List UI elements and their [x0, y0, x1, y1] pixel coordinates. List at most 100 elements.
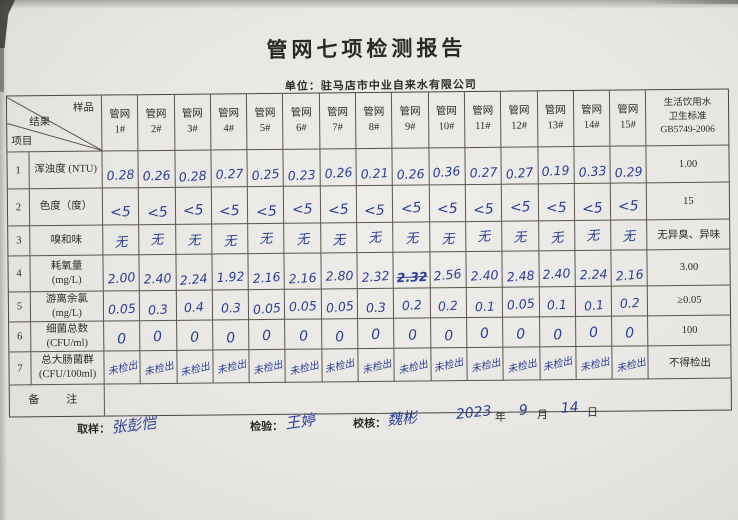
value-cell-r6-c9-text: 0 [407, 327, 418, 344]
value-cell-r1-c11: 0.27 [465, 147, 503, 186]
value-cell-r6-c1-text: 0 [117, 331, 127, 348]
value-cell-r3-c12: 无 [502, 221, 539, 252]
value-cell-r7-c15: 未检出 [612, 346, 650, 380]
value-cell-r2-c8: <5 [356, 185, 394, 224]
value-cell-r2-c6-text: <5 [291, 201, 313, 219]
value-cell-r1-c5: 0.25 [247, 149, 285, 188]
corner-label-item: 项目 [11, 136, 33, 148]
value-cell-r6-c1: 0 [104, 321, 141, 352]
value-cell-r4-c1-text: 2.00 [106, 269, 136, 287]
value-cell-r2-c3: <5 [175, 187, 213, 225]
value-cell-r6-c10: 0 [430, 318, 468, 349]
standard-cell: 3.00 [647, 249, 731, 287]
standard-cell: 不得检出 [648, 345, 732, 380]
value-cell-r3-c7: 无 [320, 223, 358, 254]
value-cell-r6-c6: 0 [285, 319, 323, 350]
value-cell-r6-c9: 0 [394, 318, 432, 349]
value-cell-r3-c5-text: 无 [259, 231, 274, 248]
column-header-7: 管网 7# [319, 93, 357, 150]
column-header-3: 管网 3# [174, 94, 212, 151]
value-cell-r7-c10: 未检出 [431, 348, 468, 382]
value-cell-r3-c15-text: 无 [622, 229, 637, 245]
value-cell-r7-c14: 未检出 [576, 346, 613, 381]
value-cell-r4-c15: 2.16 [611, 250, 649, 287]
row-name: 嗅和味 [30, 225, 104, 257]
value-cell-r5-c14-text: 0.1 [582, 296, 605, 314]
value-cell-r6-c7: 0 [321, 319, 359, 350]
row-number: 6 [9, 322, 32, 353]
column-header-9-text: 管网 9# [399, 106, 421, 133]
column-header-5-text: 管网 5# [254, 108, 276, 134]
value-cell-r7-c9-text: 未检出 [397, 358, 430, 377]
standard-cell: 无异臭、异味 [647, 219, 730, 251]
row-name: 游离余氯 (mg/L) [30, 291, 105, 323]
corner-diagonals [6, 97, 103, 152]
value-cell-r7-c5-text: 未检出 [251, 359, 284, 377]
scan-edge-shadow-left [0, 0, 7, 520]
value-cell-r7-c8: 未检出 [358, 348, 396, 383]
value-cell-r4-c9-text: 2.32 [395, 268, 428, 286]
value-cell-r3-c1-text: 无 [114, 234, 129, 251]
column-header-5: 管网 5# [247, 93, 284, 151]
row-number-text: 2 [15, 201, 22, 213]
column-header-2-text: 管网 2# [145, 109, 167, 135]
value-cell-r4-c13: 2.40 [538, 251, 576, 288]
scan-edge-shadow-top-right [648, 0, 738, 4]
value-cell-r3-c14-text: 无 [585, 228, 600, 245]
value-cell-r3-c6: 无 [284, 223, 322, 254]
value-cell-r5-c10: 0.2 [430, 288, 468, 319]
value-cell-r5-c5-text: 0.05 [252, 299, 282, 318]
value-cell-r5-c12: 0.05 [503, 287, 540, 318]
row-name: 细菌总数 (CFU/ml) [31, 321, 105, 353]
value-cell-r7-c1: 未检出 [104, 351, 141, 385]
value-cell-r5-c8-text: 0.3 [365, 299, 387, 316]
scan-edge-shadow-top [0, 0, 738, 9]
standard-cell-text: 1.00 [678, 158, 698, 170]
value-cell-r1-c14-text: 0.33 [577, 162, 607, 180]
row-number-text: 7 [17, 362, 23, 374]
value-cell-r4-c10-text: 2.56 [433, 265, 463, 284]
value-cell-r4-c8: 2.32 [357, 252, 395, 290]
value-cell-r6-c14-text: 0 [588, 324, 599, 342]
value-cell-r5-c6: 0.05 [285, 289, 322, 320]
value-cell-r6-c11-text: 0 [479, 325, 490, 343]
column-header-1-text: 管网 1# [109, 109, 131, 135]
column-header-12: 管网 12# [501, 91, 538, 148]
value-cell-r3-c11-text: 无 [476, 229, 492, 246]
value-cell-r1-c4: 0.27 [211, 150, 248, 188]
value-cell-r3-c9-text: 无 [404, 231, 419, 247]
row-number-text: 4 [16, 268, 22, 280]
value-cell-r1-c7: 0.26 [320, 149, 357, 187]
column-header-14-text: 管网 14# [581, 105, 603, 131]
value-cell-r6-c8-text: 0 [371, 326, 381, 344]
value-cell-r6-c5: 0 [249, 319, 286, 351]
row-name-text: 总大肠菌群 (CFU/100ml) [38, 355, 97, 381]
value-cell-r7-c6: 未检出 [285, 349, 323, 383]
value-cell-r6-c7-text: 0 [334, 329, 345, 346]
value-cell-r4-c2-text: 2.40 [143, 270, 172, 287]
value-cell-r7-c2-text: 未检出 [143, 360, 175, 378]
column-header-4-text: 管网 4# [218, 108, 240, 134]
column-header-14: 管网 14# [573, 90, 611, 148]
value-cell-r3-c4-text: 无 [222, 233, 238, 250]
value-cell-r4-c14: 2.24 [575, 250, 612, 288]
value-cell-r7-c7: 未检出 [322, 349, 359, 383]
value-cell-r3-c3-text: 无 [186, 233, 201, 249]
value-cell-r5-c1: 0.05 [103, 291, 141, 322]
value-cell-r7-c9: 未检出 [394, 348, 432, 382]
row-name: 耗氧量 (mg/L) [30, 255, 104, 293]
value-cell-r4-c2: 2.40 [139, 254, 177, 292]
value-cell-r2-c4-text: <5 [218, 202, 241, 221]
value-cell-r4-c1: 2.00 [103, 255, 141, 292]
row-name-text: 色度（度） [39, 200, 93, 213]
value-cell-r4-c11-text: 2.40 [469, 267, 499, 284]
value-cell-r2-c7: <5 [320, 186, 358, 224]
row-name: 浑浊度 (NTU) [29, 151, 103, 190]
column-header-2: 管网 2# [138, 94, 176, 152]
row-number: 7 [9, 352, 32, 386]
column-header-3-text: 管网 3# [181, 108, 203, 135]
standard-cell: 15 [647, 182, 730, 221]
column-header-10-text: 管网 10# [435, 106, 457, 132]
value-cell-r5-c4: 0.3 [212, 290, 250, 321]
column-header-13: 管网 13# [537, 91, 575, 148]
